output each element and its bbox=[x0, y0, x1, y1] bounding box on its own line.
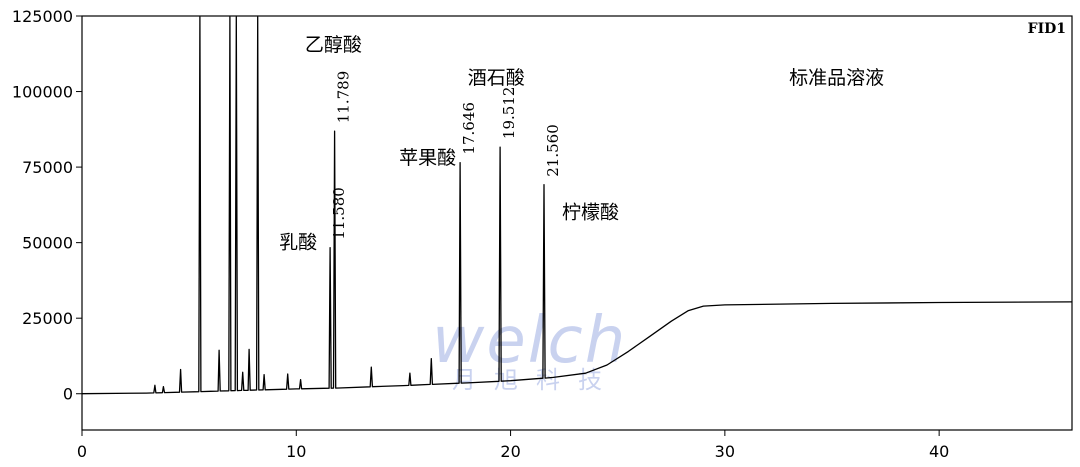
x-tick-label: 40 bbox=[929, 442, 949, 461]
peak-rt-label: 19.512 bbox=[500, 87, 518, 140]
compound-annotation: 柠檬酸 bbox=[562, 201, 619, 223]
x-axis: 0 10 20 30 40 bbox=[77, 430, 949, 461]
x-tick-label: 30 bbox=[715, 442, 735, 461]
chromatogram-trace bbox=[81, 16, 1073, 395]
compound-annotation: 酒石酸 bbox=[468, 67, 525, 89]
peak-rt-label: 21.560 bbox=[544, 124, 562, 177]
compound-annotation: 苹果酸 bbox=[399, 147, 456, 169]
compound-annotation: 乙醇酸 bbox=[305, 34, 362, 56]
x-tick-label: 20 bbox=[500, 442, 520, 461]
plot-frame bbox=[81, 15, 1073, 431]
peak-rt-label: 11.789 bbox=[335, 71, 353, 124]
x-tick-label: 0 bbox=[77, 442, 87, 461]
peak-rt-label: 11.580 bbox=[330, 187, 348, 240]
y-tick-label: 0 bbox=[63, 385, 73, 404]
y-tick-label: 100000 bbox=[12, 83, 73, 102]
watermark-logo-text: welch bbox=[432, 304, 627, 378]
y-tick-label: 25000 bbox=[22, 309, 73, 328]
y-axis: 0 25000 50000 75000 100000 125000 bbox=[12, 7, 82, 404]
y-tick-label: 75000 bbox=[22, 158, 73, 177]
y-tick-label: 50000 bbox=[22, 234, 73, 253]
compound-annotation: 乳酸 bbox=[279, 232, 317, 254]
welch-watermark: welch 月旭科技 bbox=[432, 304, 627, 394]
compound-annotation: 标准品溶液 bbox=[789, 67, 884, 89]
detector-label: FID1 bbox=[1028, 21, 1066, 37]
x-tick-label: 10 bbox=[286, 442, 306, 461]
peak-labels: 11.580 11.789 17.646 19.512 21.560 bbox=[330, 71, 562, 240]
peak-rt-label: 17.646 bbox=[460, 102, 478, 154]
y-tick-label: 125000 bbox=[12, 7, 73, 26]
